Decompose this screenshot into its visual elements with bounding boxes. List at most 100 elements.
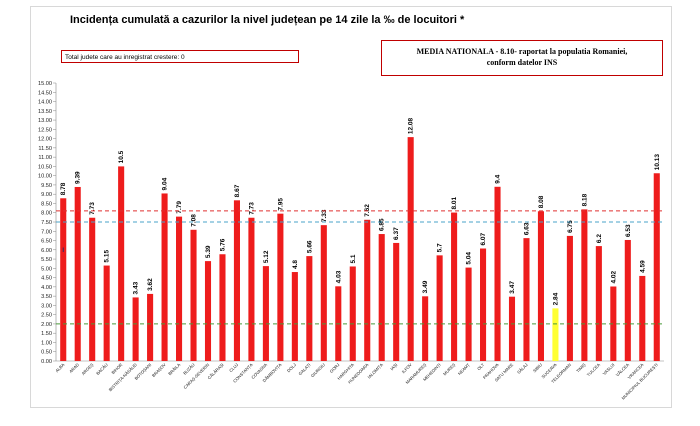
bar [537,211,544,361]
data-label: 4.03 [335,270,342,283]
bar [161,193,168,361]
bar [436,255,443,361]
data-label: 8.78 [60,182,67,195]
national-average-line2: conform datelor INS [486,58,558,67]
bar [118,166,125,361]
y-tick-label: 0.00 [41,359,52,365]
data-label: 7.73 [89,202,96,215]
data-label: 4.8 [292,260,299,269]
y-tick-label: 9.50 [41,183,52,189]
category-label: BACĂU [95,362,109,376]
data-label: 6.2 [596,234,603,243]
bar [219,254,226,361]
y-tick-label: 1.00 [41,340,52,346]
bar [407,137,414,361]
data-label: 9.4 [495,174,502,183]
data-label: 3.43 [133,281,140,294]
data-label: 10.13 [654,154,661,171]
bar [277,213,284,361]
y-tick-label: 6.50 [41,239,52,245]
y-tick-label: 5.50 [41,257,52,263]
y-tick-label: 6.00 [41,248,52,254]
category-label: NEAMȚ [457,362,471,376]
category-label: BUZĂU [182,362,196,376]
y-tick-label: 13.00 [38,118,52,124]
y-tick-label: 12.00 [38,137,52,143]
y-tick-label: 10.50 [38,164,52,170]
bar [581,209,588,361]
category-label: GORJ [329,362,341,374]
category-label: MUREȘ [442,362,456,376]
data-label: 6.37 [393,227,400,240]
data-label: 9.04 [162,177,169,190]
y-tick-label: 4.50 [41,276,52,282]
category-label: DOLJ [286,362,297,373]
data-label: 5.1 [350,254,357,263]
bar [480,248,487,361]
data-label: 5.66 [306,240,313,253]
category-label: SIBIU [532,362,543,373]
y-tick-label: 7.00 [41,229,52,235]
y-tick-label: 8.50 [41,201,52,207]
bar [349,266,356,361]
bar [233,200,240,361]
data-label: 4.59 [639,260,646,273]
data-label: 5.7 [437,243,444,252]
category-label: OLT [476,362,485,371]
bar [653,173,660,361]
y-tick-label: 4.00 [41,285,52,291]
data-label: 5.04 [466,252,473,265]
category-label: IALOMIȚA [367,362,385,380]
data-label: 5.39 [205,245,212,258]
annotation-mark: I [62,248,64,254]
y-tick-label: 3.50 [41,294,52,300]
bar [248,217,255,361]
y-tick-label: 12.50 [38,127,52,133]
data-label: 6.85 [379,218,386,231]
data-label: 3.62 [147,278,154,291]
bar [393,242,400,361]
data-label: 10.5 [118,150,125,163]
legend-box: Total judete care au inregistrat crester… [61,50,299,63]
bar [103,265,110,361]
y-tick-label: 15.00 [38,81,52,87]
data-label: 8.08 [538,195,545,208]
data-label: 7.62 [364,204,371,217]
category-label: TIMIȘ [575,362,587,374]
bar [204,261,212,361]
bar [89,217,96,361]
y-tick-label: 14.00 [38,100,52,106]
data-label: 8.01 [451,197,458,210]
bar [422,296,429,361]
y-tick-label: 5.00 [41,266,52,272]
bar [291,272,298,361]
bar [364,219,371,361]
bar [74,186,81,361]
category-label: BIHOR [110,362,123,375]
category-label: GIURGIU [310,362,326,378]
bar [60,198,67,361]
y-tick-label: 9.00 [41,192,52,198]
data-label: 3.47 [509,281,516,294]
data-label: 9.39 [75,171,82,184]
bar [465,267,472,361]
data-label: 8.67 [234,184,241,197]
data-label: 5.76 [219,238,226,251]
data-label: 7.08 [191,214,198,227]
chart-title: Incidența cumulată a cazurilor la nivel … [70,14,465,26]
data-label: 7.33 [321,209,328,222]
y-tick-label: 11.00 [38,155,52,161]
data-label: 8.18 [581,193,588,206]
y-tick-label: 10.00 [38,174,52,180]
bar [262,266,269,361]
bar [147,293,154,361]
bar [494,186,501,361]
bar [378,234,385,361]
category-label: IAȘI [389,362,398,371]
data-label: 3.49 [422,280,429,293]
bar [176,216,183,361]
bar [595,246,602,361]
bar [320,225,327,361]
category-label: CLUJ [228,362,239,373]
